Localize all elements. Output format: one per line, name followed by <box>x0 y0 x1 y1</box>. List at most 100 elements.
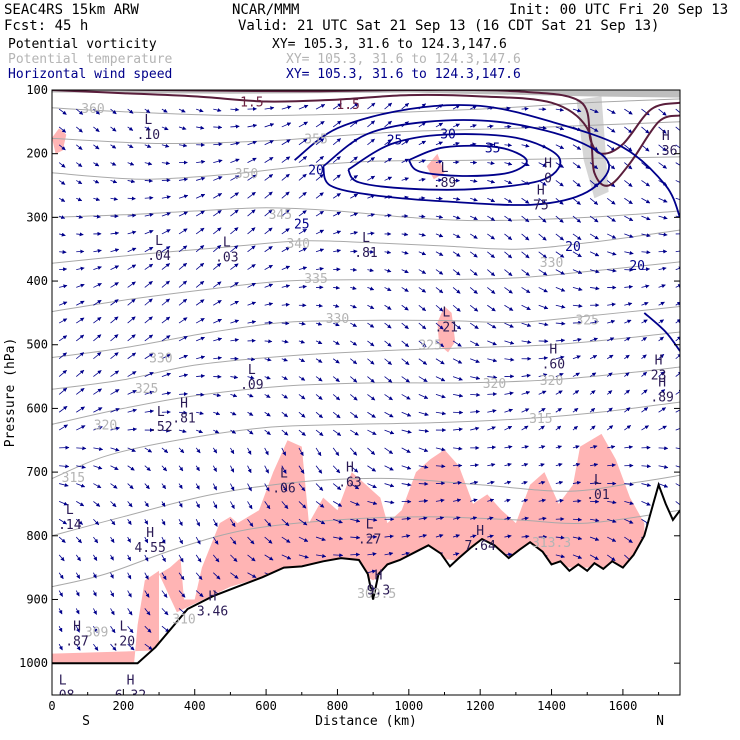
wind-arrow <box>658 407 667 413</box>
wind-arrow <box>178 572 185 581</box>
high-marker: H <box>346 460 354 475</box>
wind-arrow <box>110 248 120 253</box>
wind-arrow <box>230 263 239 270</box>
wind-arrow <box>521 340 532 344</box>
wind-arrow <box>315 248 325 253</box>
low-marker: L <box>248 363 256 378</box>
wind-arrow <box>161 280 170 288</box>
wind-arrow <box>230 429 237 434</box>
wind-arrow <box>93 108 100 115</box>
wind-arrow <box>418 214 426 219</box>
wind-arrow <box>212 554 220 563</box>
wind-arrow <box>453 446 463 451</box>
marker-value: .09 <box>240 378 263 393</box>
wind-arrow <box>658 215 668 220</box>
wind-arrow <box>213 142 223 147</box>
wind-arrow <box>624 302 633 307</box>
wind-arrow <box>555 373 564 377</box>
wind-arrow <box>487 287 496 294</box>
wind-arrow <box>624 425 632 431</box>
wind-arrow <box>93 465 103 470</box>
wind-arrow <box>178 317 188 324</box>
wind-arrow <box>178 143 188 148</box>
wind-arrow <box>144 390 154 395</box>
wind-arrow <box>93 518 100 526</box>
wind-arrow <box>333 553 344 558</box>
wind-arrow <box>658 301 665 306</box>
wind-arrow <box>624 233 634 238</box>
wind-arrow <box>127 161 135 166</box>
wind-arrow <box>658 232 668 237</box>
pv-shade-2 <box>437 306 456 353</box>
wind-arrow <box>487 445 496 450</box>
wind-arrow <box>58 352 67 360</box>
wind-arrow <box>127 144 134 149</box>
wind-arrow <box>589 390 596 395</box>
wind-arrow <box>76 387 85 395</box>
contour-label: 330 <box>540 256 563 271</box>
wind-arrow <box>196 125 205 130</box>
wind-arrow <box>315 358 323 363</box>
wind-arrow <box>555 107 564 112</box>
y-tick-label: 400 <box>26 274 48 288</box>
wind-arrow <box>110 501 117 508</box>
wind-arrow <box>93 483 102 489</box>
wind-arrow <box>144 519 149 525</box>
marker-value: .04 <box>147 249 171 264</box>
wind-arrow <box>538 390 547 395</box>
wind-arrow <box>367 213 375 217</box>
wind-arrow <box>298 210 307 217</box>
wind-arrow <box>418 376 428 383</box>
wind-arrow <box>555 535 565 540</box>
wind-arrow <box>76 518 84 525</box>
wind-arrow <box>213 299 222 306</box>
wind-arrow <box>504 304 514 311</box>
wind-arrow <box>110 408 120 413</box>
wind-arrow <box>675 483 680 487</box>
wind-arrow <box>281 465 287 474</box>
wind-arrow <box>384 213 392 218</box>
wind-arrow <box>144 161 153 166</box>
wind-arrow <box>658 483 669 488</box>
wind-arrow <box>452 233 461 239</box>
wind-arrow <box>435 411 447 416</box>
wind-contour-25-1 <box>322 119 610 206</box>
wind-arrow <box>418 411 429 416</box>
wind-arrow <box>93 407 103 413</box>
wind-arrow <box>58 643 63 651</box>
plot-frame <box>51 89 681 696</box>
wind-arrow <box>230 536 237 545</box>
theta-contour-320-8 <box>52 366 680 425</box>
wind-arrow <box>93 316 102 324</box>
wind-arrow <box>315 411 323 419</box>
high-marker: H <box>209 590 217 605</box>
wind-arrow <box>161 246 171 253</box>
wind-arrow <box>401 158 410 163</box>
wind-arrow <box>606 407 613 413</box>
wind-arrow <box>521 498 529 503</box>
contour-label: 345 <box>269 208 292 223</box>
wind-arrow <box>658 266 667 271</box>
wind-arrow <box>624 197 633 205</box>
wind-arrow <box>298 228 307 235</box>
wind-arrow <box>109 572 114 579</box>
wind-arrow <box>110 389 120 395</box>
wind-arrow <box>350 212 359 217</box>
wind-arrow <box>470 498 478 503</box>
wind-arrow <box>58 335 68 342</box>
wind-arrow <box>624 389 630 395</box>
wind-arrow <box>161 519 166 526</box>
wind-arrow <box>178 228 188 235</box>
wind-arrow <box>418 322 427 330</box>
wind-arrow <box>76 214 83 219</box>
wind-arrow <box>213 209 222 217</box>
wind-arrow <box>641 501 651 506</box>
wind-arrow <box>367 138 375 146</box>
wind-arrow <box>178 483 183 490</box>
wind-arrow <box>76 197 83 202</box>
wind-arrow <box>487 498 495 503</box>
wind-arrow <box>384 534 394 539</box>
contour-label: 360 <box>81 102 104 117</box>
wind-arrow <box>555 407 562 413</box>
wind-arrow <box>127 352 137 360</box>
